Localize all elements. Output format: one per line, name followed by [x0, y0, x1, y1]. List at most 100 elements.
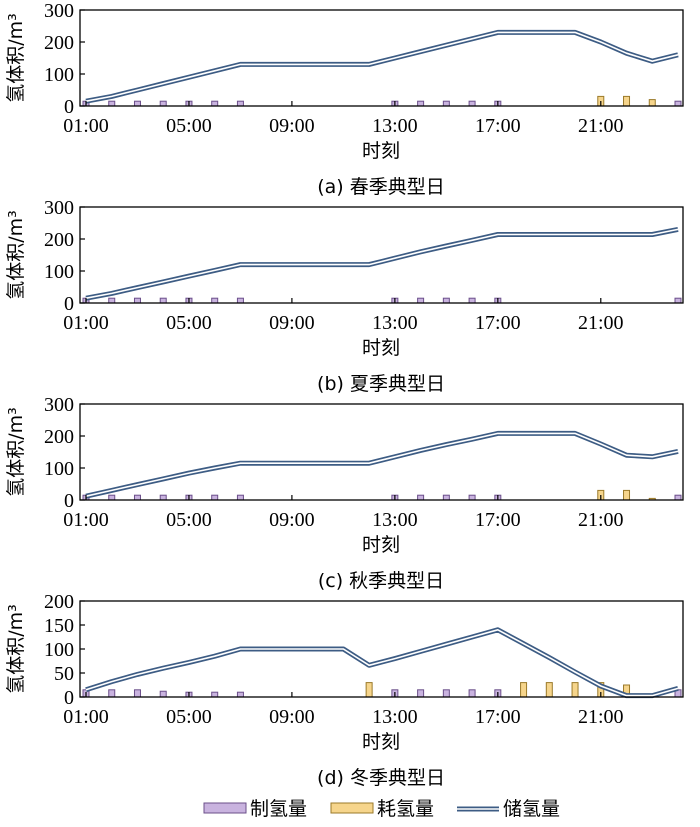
- storage-line-inner: [85, 432, 679, 497]
- y-tick-label: 100: [44, 639, 74, 661]
- consumption-bar: [365, 682, 373, 698]
- panel-caption: (c) 秋季典型日: [318, 570, 444, 592]
- production-bar: [674, 100, 682, 107]
- storage-line-inner: [85, 228, 679, 299]
- storage-line: [85, 226, 679, 301]
- y-axis-label: 氢体积/m³: [5, 407, 27, 497]
- production-bar: [468, 689, 476, 698]
- consumption-bar: [520, 682, 528, 698]
- consumption-bar: [623, 489, 631, 501]
- production-bar: [108, 100, 116, 107]
- production-bar: [236, 691, 244, 698]
- chart-panel-3: 0 100 200 300 01:00 05:00 09:00 13:00 17:00 21:00…: [5, 394, 684, 592]
- y-tick-label: 200: [44, 32, 74, 54]
- x-tick-label: 05:00: [166, 509, 212, 531]
- y-tick-label: 0: [64, 490, 74, 512]
- consumption-bar: [545, 682, 553, 698]
- production-bar: [159, 297, 167, 304]
- panel-caption: (b) 夏季典型日: [317, 373, 445, 395]
- consumption-bar: [623, 95, 631, 107]
- legend-production-swatch: [203, 802, 247, 814]
- production-bar: [674, 494, 682, 501]
- x-tick-label: 01:00: [63, 312, 109, 334]
- x-tick-label: 05:00: [166, 706, 212, 728]
- production-bar: [468, 494, 476, 501]
- x-tick-label: 17:00: [475, 509, 521, 531]
- x-tick-label: 17:00: [475, 312, 521, 334]
- production-bar: [468, 100, 476, 107]
- plot-frame: [79, 9, 684, 107]
- legend-consumption-swatch: [330, 802, 374, 814]
- x-tick-label: 05:00: [166, 115, 212, 137]
- y-axis-label: 氢体积/m³: [5, 604, 27, 694]
- production-bar: [417, 100, 425, 107]
- production-bar: [133, 689, 141, 698]
- y-tick-label: 100: [44, 64, 74, 86]
- x-tick-label: 01:00: [63, 115, 109, 137]
- x-tick-label: 01:00: [63, 509, 109, 531]
- production-bar: [133, 100, 141, 107]
- y-tick-label: 300: [44, 0, 74, 22]
- production-bar: [108, 297, 116, 304]
- production-bar: [417, 689, 425, 698]
- production-bar: [159, 494, 167, 501]
- panel-caption: (a) 春季典型日: [317, 176, 445, 198]
- x-tick-label: 21:00: [578, 706, 624, 728]
- x-axis-label: 时刻: [362, 140, 400, 162]
- x-tick-label: 21:00: [578, 115, 624, 137]
- plot-frame: [79, 206, 684, 304]
- y-tick-label: 0: [64, 96, 74, 118]
- y-tick-label: 0: [64, 687, 74, 709]
- x-axis-label: 时刻: [362, 534, 400, 556]
- production-bar: [133, 297, 141, 304]
- chart-panel-1: 0 100 200 300 01:00 05:00 09:00 13:00 17:00 21:00…: [5, 0, 684, 198]
- legend: 制氢量 耗氢量 储氢量: [203, 798, 560, 820]
- y-tick-label: 200: [44, 591, 74, 613]
- production-bar: [211, 691, 219, 698]
- x-tick-label: 17:00: [475, 115, 521, 137]
- x-tick-label: 21:00: [578, 312, 624, 334]
- production-bar: [236, 494, 244, 501]
- x-tick-label: 13:00: [372, 706, 418, 728]
- production-bar: [159, 100, 167, 107]
- production-bar: [417, 297, 425, 304]
- x-tick-label: 17:00: [475, 706, 521, 728]
- legend-storage-label: 储氢量: [503, 798, 560, 820]
- production-bar: [468, 297, 476, 304]
- production-bar: [211, 297, 219, 304]
- production-bar: [442, 297, 450, 304]
- x-tick-label: 01:00: [63, 706, 109, 728]
- x-axis-label: 时刻: [362, 731, 400, 753]
- production-bar: [133, 494, 141, 501]
- y-tick-label: 100: [44, 261, 74, 283]
- y-tick-label: 200: [44, 426, 74, 448]
- y-axis-label: 氢体积/m³: [5, 13, 27, 103]
- production-bar: [211, 494, 219, 501]
- x-tick-label: 09:00: [269, 706, 315, 728]
- x-tick-label: 09:00: [269, 312, 315, 334]
- consumption-bar: [648, 99, 656, 107]
- y-tick-label: 300: [44, 394, 74, 416]
- x-tick-label: 13:00: [372, 115, 418, 137]
- production-bar: [674, 297, 682, 304]
- y-tick-label: 100: [44, 458, 74, 480]
- y-axis-label: 氢体积/m³: [5, 210, 27, 300]
- production-bar: [211, 100, 219, 107]
- y-tick-label: 300: [44, 197, 74, 219]
- y-tick-label: 50: [54, 663, 74, 685]
- x-tick-label: 05:00: [166, 312, 212, 334]
- y-tick-label: 0: [64, 293, 74, 315]
- storage-line: [85, 29, 679, 104]
- chart-panel-2: 0 100 200 300 01:00 05:00 09:00 13:00 17:00 21:00…: [5, 197, 684, 395]
- production-bar: [442, 494, 450, 501]
- storage-line-inner: [85, 31, 679, 102]
- y-tick-label: 150: [44, 615, 74, 637]
- y-tick-label: 200: [44, 229, 74, 251]
- production-bar: [442, 689, 450, 698]
- production-bar: [236, 100, 244, 107]
- legend-consumption-label: 耗氢量: [377, 798, 434, 820]
- production-bar: [159, 690, 167, 698]
- production-bar: [236, 297, 244, 304]
